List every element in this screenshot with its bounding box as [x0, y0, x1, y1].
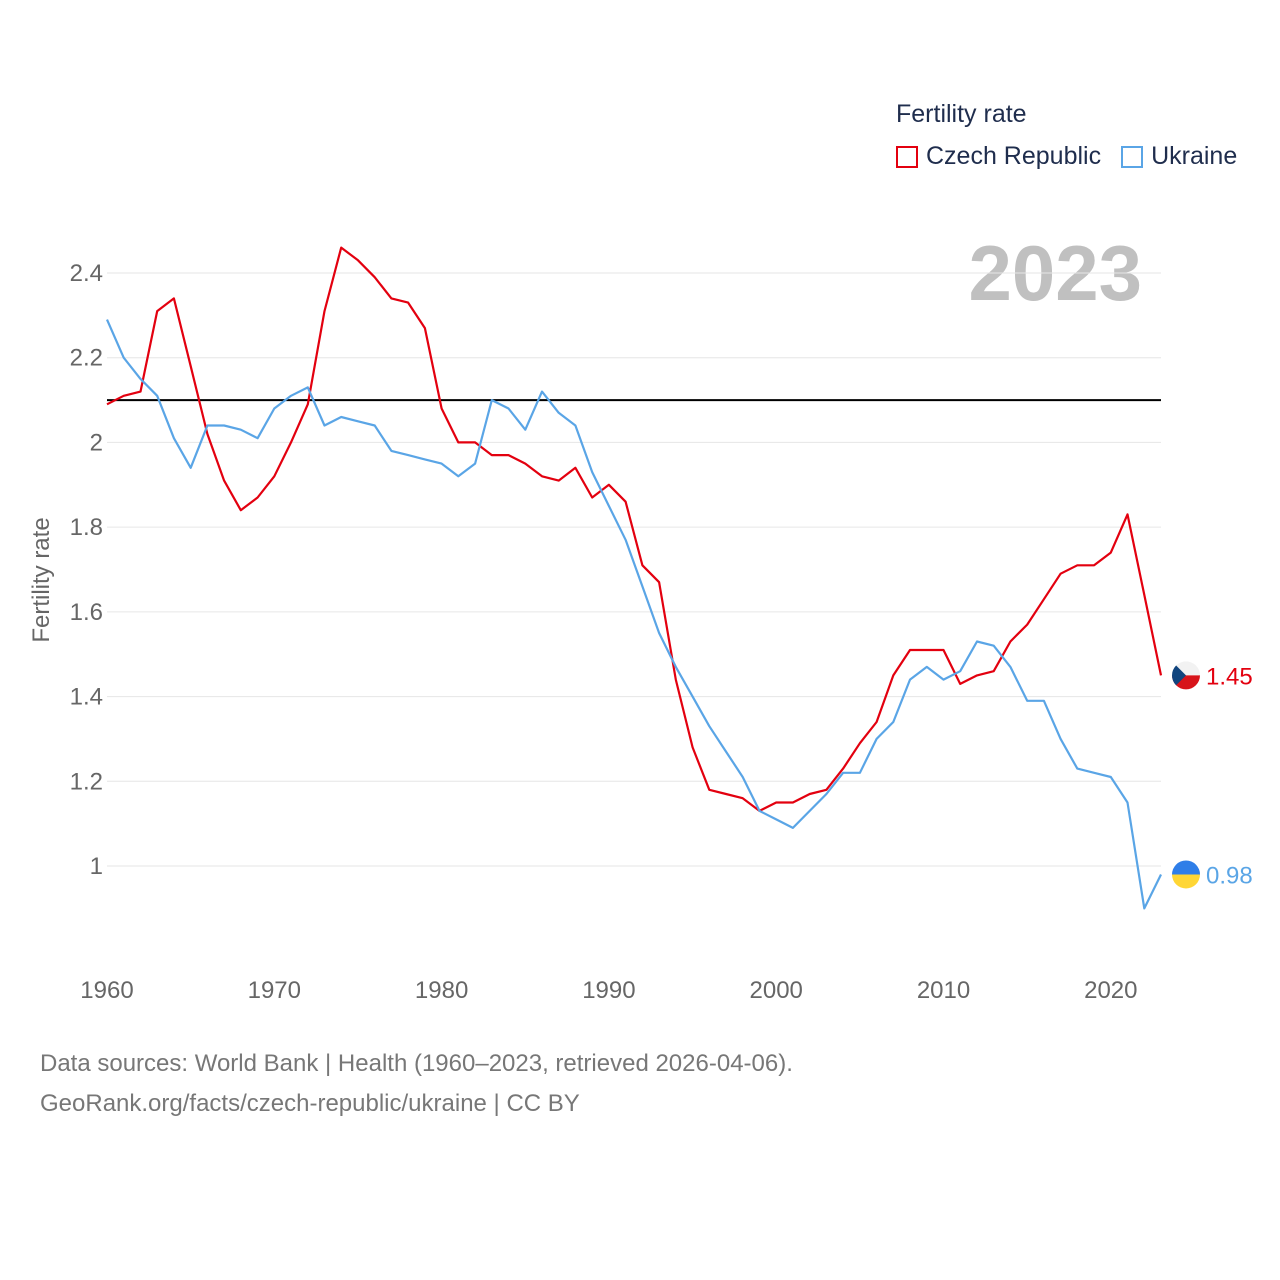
y-tick-label: 1.6 [70, 599, 103, 626]
footer: Data sources: World Bank | Health (1960–… [40, 1044, 793, 1124]
legend-label-czech-republic: Czech Republic [926, 142, 1102, 170]
x-tick-label: 1980 [415, 977, 468, 1004]
footer-link[interactable]: GeoRank.org/facts/czech-republic/ukraine… [40, 1090, 580, 1117]
legend-title: Fertility rate [896, 100, 1027, 128]
y-tick-label: 2.4 [70, 260, 103, 287]
y-tick-label: 2.2 [70, 345, 103, 372]
x-tick-label: 1960 [80, 977, 133, 1004]
legend-swatch-czech-republic [896, 145, 918, 168]
end-value-label-czech-republic: 1.45 [1206, 663, 1253, 690]
x-tick-label: 2010 [917, 977, 970, 1004]
legend-item-czech-republic[interactable]: Czech Republic [896, 142, 1101, 171]
y-tick-label: 1 [90, 853, 103, 880]
x-tick-label: 1990 [582, 977, 635, 1004]
y-tick-label: 1.8 [70, 514, 103, 541]
y-tick-label: 1.2 [70, 768, 103, 795]
legend-swatch-ukraine [1121, 145, 1144, 168]
y-tick-label: 1.4 [70, 684, 103, 711]
legend-item-ukraine[interactable]: Ukraine [1121, 142, 1237, 171]
end-value-label-ukraine: 0.98 [1206, 862, 1253, 889]
series-line-czech-republic [106, 246, 1163, 813]
ukraine-flag-icon [1172, 860, 1200, 889]
x-tick-label: 2000 [750, 977, 803, 1004]
x-tick-label: 2020 [1084, 977, 1137, 1004]
legend-label-ukraine: Ukraine [1151, 142, 1238, 170]
czech-flag-icon [1172, 661, 1200, 690]
legend: Czech Republic Ukraine [896, 142, 1257, 171]
y-tick-label: 2 [90, 429, 103, 456]
x-tick-label: 1970 [248, 977, 301, 1004]
series-line-ukraine [105, 319, 1162, 910]
footer-sources: Data sources: World Bank | Health (1960–… [40, 1050, 793, 1077]
